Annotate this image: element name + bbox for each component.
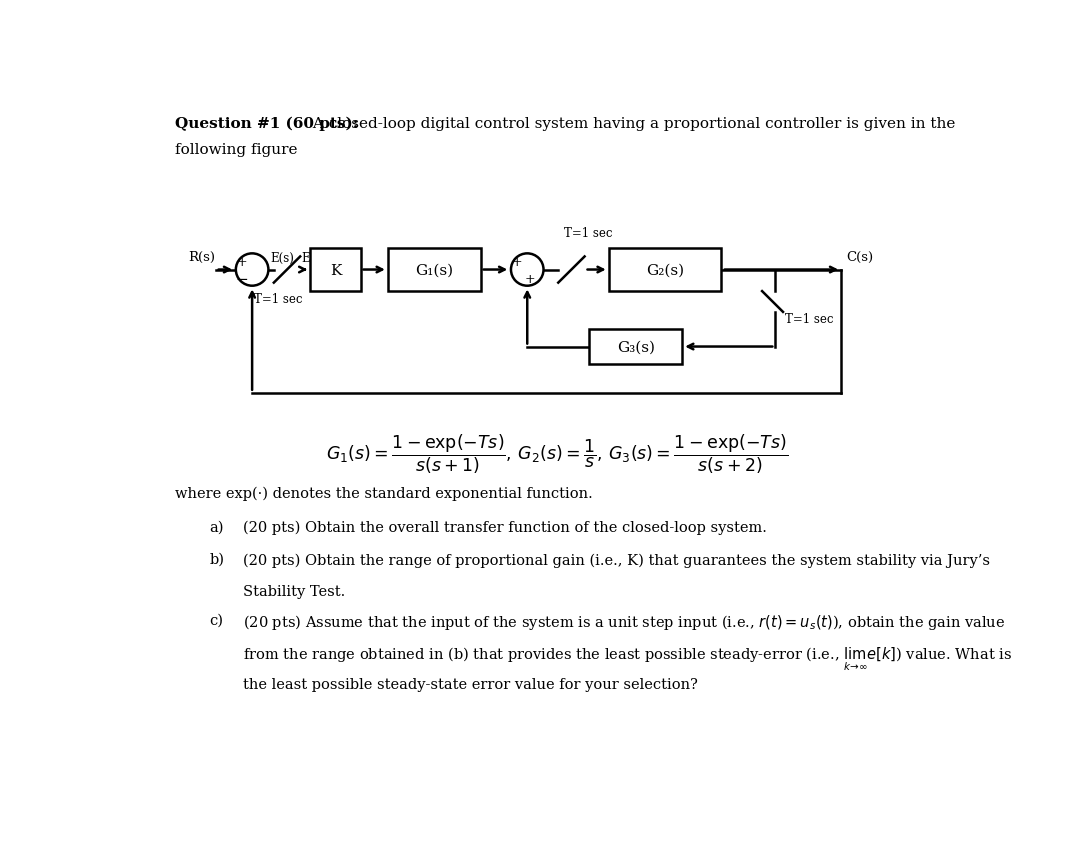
Text: +: +	[512, 256, 523, 269]
Text: where exp(·) denotes the standard exponential function.: where exp(·) denotes the standard expone…	[175, 486, 592, 500]
Text: Stability Test.: Stability Test.	[242, 585, 345, 598]
Text: R(s): R(s)	[188, 251, 215, 264]
Circle shape	[236, 254, 268, 287]
Text: G₃(s): G₃(s)	[616, 340, 654, 354]
Text: the least possible steady-state error value for your selection?: the least possible steady-state error va…	[242, 677, 698, 691]
Text: +: +	[525, 273, 536, 286]
Text: (20 pts) Obtain the overall transfer function of the closed-loop system.: (20 pts) Obtain the overall transfer fun…	[242, 520, 766, 535]
Text: E*(s): E*(s)	[302, 252, 332, 265]
Text: from the range obtained in (b) that provides the least possible steady-error (i.: from the range obtained in (b) that prov…	[242, 645, 1012, 672]
Text: (20 pts) Obtain the range of proportional gain (i.e., K) that guarantees the sys: (20 pts) Obtain the range of proportiona…	[242, 553, 990, 567]
Text: T=1 sec: T=1 sec	[564, 226, 612, 239]
Bar	[388, 249, 480, 292]
Text: following figure: following figure	[175, 143, 297, 158]
Bar	[589, 330, 683, 364]
Text: K: K	[329, 263, 341, 277]
Text: T=1 sec: T=1 sec	[785, 313, 833, 325]
Text: Question #1 (60 pts):: Question #1 (60 pts):	[175, 116, 358, 131]
Text: C(s): C(s)	[846, 251, 873, 264]
Circle shape	[511, 254, 544, 287]
Text: (20 pts) Assume that the input of the system is a unit step input (i.e., $r(t) =: (20 pts) Assume that the input of the sy…	[242, 612, 1005, 631]
Text: b): b)	[210, 553, 225, 567]
Text: a): a)	[210, 520, 224, 534]
Text: −: −	[236, 272, 249, 287]
Text: G₂(s): G₂(s)	[646, 263, 684, 277]
Bar	[609, 249, 721, 292]
Text: c): c)	[210, 612, 224, 627]
Bar	[310, 249, 361, 292]
Text: A closed-loop digital control system having a proportional controller is given i: A closed-loop digital control system hav…	[308, 116, 955, 130]
Text: $G_1(s) = \dfrac{1 - \mathrm{exp}(-Ts)}{s(s + 1)},\, G_2(s) = \dfrac{1}{s},\, G_: $G_1(s) = \dfrac{1 - \mathrm{exp}(-Ts)}{…	[326, 431, 788, 475]
Text: E(s): E(s)	[270, 252, 293, 265]
Text: G₁(s): G₁(s)	[415, 263, 453, 277]
Text: T=1 sec: T=1 sec	[253, 293, 302, 306]
Text: +: +	[237, 256, 248, 269]
